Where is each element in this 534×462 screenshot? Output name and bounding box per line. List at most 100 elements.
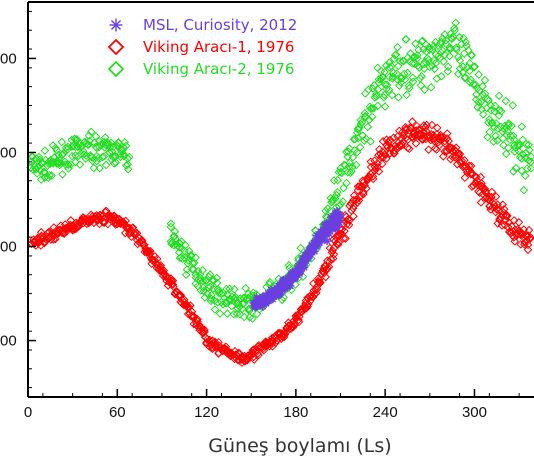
data-point <box>496 106 506 116</box>
data-point <box>374 167 384 176</box>
data-point <box>322 265 332 275</box>
data-point <box>491 192 501 201</box>
data-point <box>67 151 77 161</box>
data-point <box>442 134 452 143</box>
data-point <box>357 117 367 127</box>
data-point <box>526 163 534 173</box>
data-point <box>342 219 352 229</box>
data-point <box>404 81 414 91</box>
data-point <box>267 333 277 343</box>
data-point <box>64 160 73 170</box>
data-point <box>459 49 469 58</box>
data-point <box>351 160 361 170</box>
data-point <box>338 197 348 206</box>
data-point <box>503 222 513 232</box>
data-point <box>425 45 434 55</box>
data-point <box>377 159 387 169</box>
data-point <box>111 158 121 167</box>
data-point <box>503 211 512 221</box>
data-point <box>352 147 362 157</box>
data-point <box>485 127 494 137</box>
data-point <box>432 123 442 133</box>
data-point <box>140 240 149 250</box>
data-point <box>413 53 422 63</box>
data-point <box>174 290 184 300</box>
data-point <box>181 240 190 250</box>
data-point <box>349 211 358 221</box>
data-points <box>26 18 534 368</box>
data-point <box>333 230 342 240</box>
data-point <box>328 246 337 255</box>
data-point <box>520 171 530 181</box>
data-point <box>349 134 359 144</box>
data-point <box>39 168 49 178</box>
data-point <box>231 292 240 302</box>
data-point <box>215 309 225 318</box>
x-tick-label: 180 <box>283 404 308 421</box>
data-point <box>82 151 91 160</box>
data-point <box>28 165 38 174</box>
data-point <box>346 168 355 178</box>
data-point <box>49 235 58 244</box>
data-point <box>425 62 435 72</box>
data-point <box>91 132 101 141</box>
data-point <box>174 238 184 248</box>
data-point <box>186 252 196 261</box>
data-point <box>355 142 365 152</box>
data-point <box>281 327 291 337</box>
data-point <box>393 42 402 52</box>
data-point <box>368 174 378 184</box>
data-point <box>148 256 157 265</box>
data-point <box>460 72 470 82</box>
data-point <box>307 292 317 302</box>
data-point <box>453 149 463 158</box>
data-point <box>360 181 369 190</box>
data-point <box>230 285 239 294</box>
data-point <box>54 150 63 160</box>
data-point <box>239 298 249 308</box>
data-point <box>344 220 354 230</box>
data-point <box>333 187 342 197</box>
data-point <box>510 237 520 246</box>
data-point <box>348 204 358 213</box>
data-point <box>359 177 369 186</box>
data-point <box>380 102 390 111</box>
data-point <box>439 57 449 66</box>
data-point <box>451 18 461 28</box>
data-point <box>524 140 533 150</box>
data-point <box>517 122 527 131</box>
data-point <box>212 273 222 283</box>
legend-marker <box>107 60 125 78</box>
data-point <box>440 50 450 60</box>
y-tick-label: 00 <box>0 50 17 67</box>
data-point <box>360 108 370 118</box>
data-point <box>200 293 210 302</box>
data-point <box>181 270 191 280</box>
data-point <box>514 217 524 227</box>
data-point <box>51 143 60 153</box>
data-point <box>84 131 94 141</box>
data-point <box>323 237 332 246</box>
data-point <box>262 282 271 292</box>
data-point <box>460 73 470 83</box>
data-point <box>373 163 382 172</box>
data-point <box>341 234 350 243</box>
data-point <box>370 162 380 171</box>
data-point <box>381 84 391 94</box>
data-point <box>411 39 420 48</box>
data-point <box>357 191 366 200</box>
data-point <box>70 134 79 144</box>
data-point <box>390 148 399 158</box>
data-point <box>104 139 113 148</box>
data-point <box>480 184 490 194</box>
data-point <box>480 89 490 98</box>
data-point <box>227 301 236 311</box>
data-point <box>254 350 263 360</box>
ticks: 0 60 120 180 240 300 00 00 00 00 <box>0 10 520 421</box>
data-point <box>86 127 96 137</box>
data-point <box>240 356 250 366</box>
data-point <box>343 168 353 177</box>
x-tick-label: 0 <box>24 404 32 421</box>
data-point <box>374 78 384 87</box>
data-point <box>445 51 454 61</box>
